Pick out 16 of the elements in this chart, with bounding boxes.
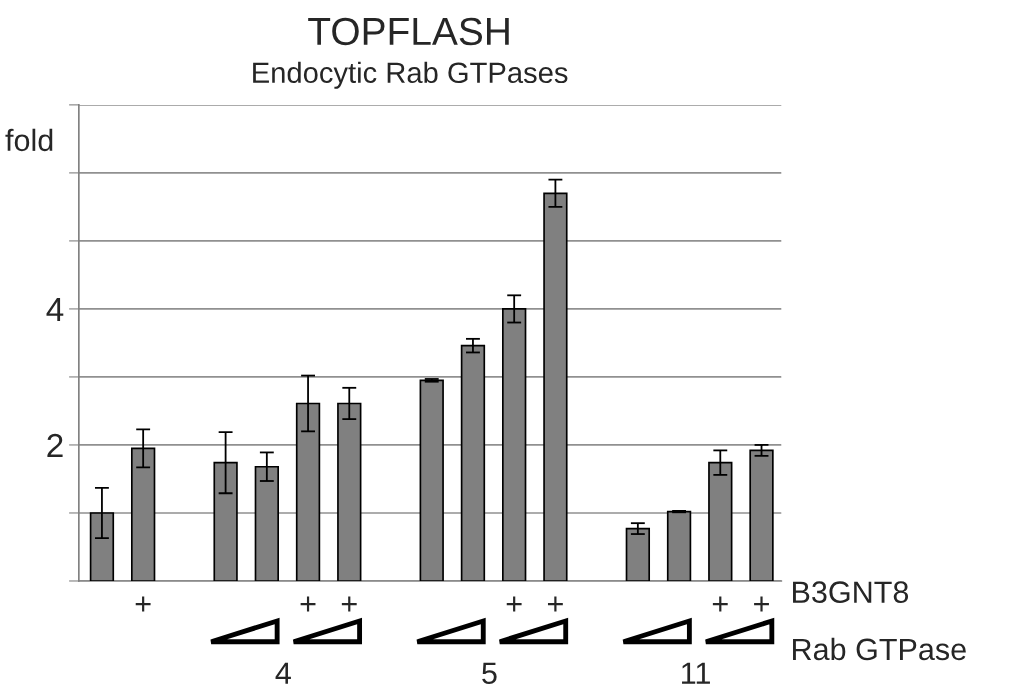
y-tick-label: 2 bbox=[47, 433, 63, 458]
x-tick-label: + bbox=[712, 596, 728, 612]
text: 5 bbox=[482, 662, 497, 684]
text: 4 bbox=[275, 662, 291, 684]
x-tick-label: + bbox=[547, 596, 563, 612]
x-tick-label: + bbox=[300, 596, 316, 612]
x-tick-label: + bbox=[341, 596, 357, 612]
chart-title: TOPFLASH bbox=[308, 17, 509, 46]
x-tick-label: + bbox=[506, 596, 522, 612]
y-axis-title: fold bbox=[5, 128, 53, 152]
chart-subtitle: Endocytic Rab GTPases bbox=[253, 61, 568, 89]
text: B3GNT8 bbox=[793, 581, 909, 603]
x-tick-label: + bbox=[754, 596, 769, 612]
x-tick-label: + bbox=[135, 596, 151, 612]
text: 11 bbox=[682, 662, 710, 684]
text: Rab GTPase bbox=[793, 637, 966, 661]
